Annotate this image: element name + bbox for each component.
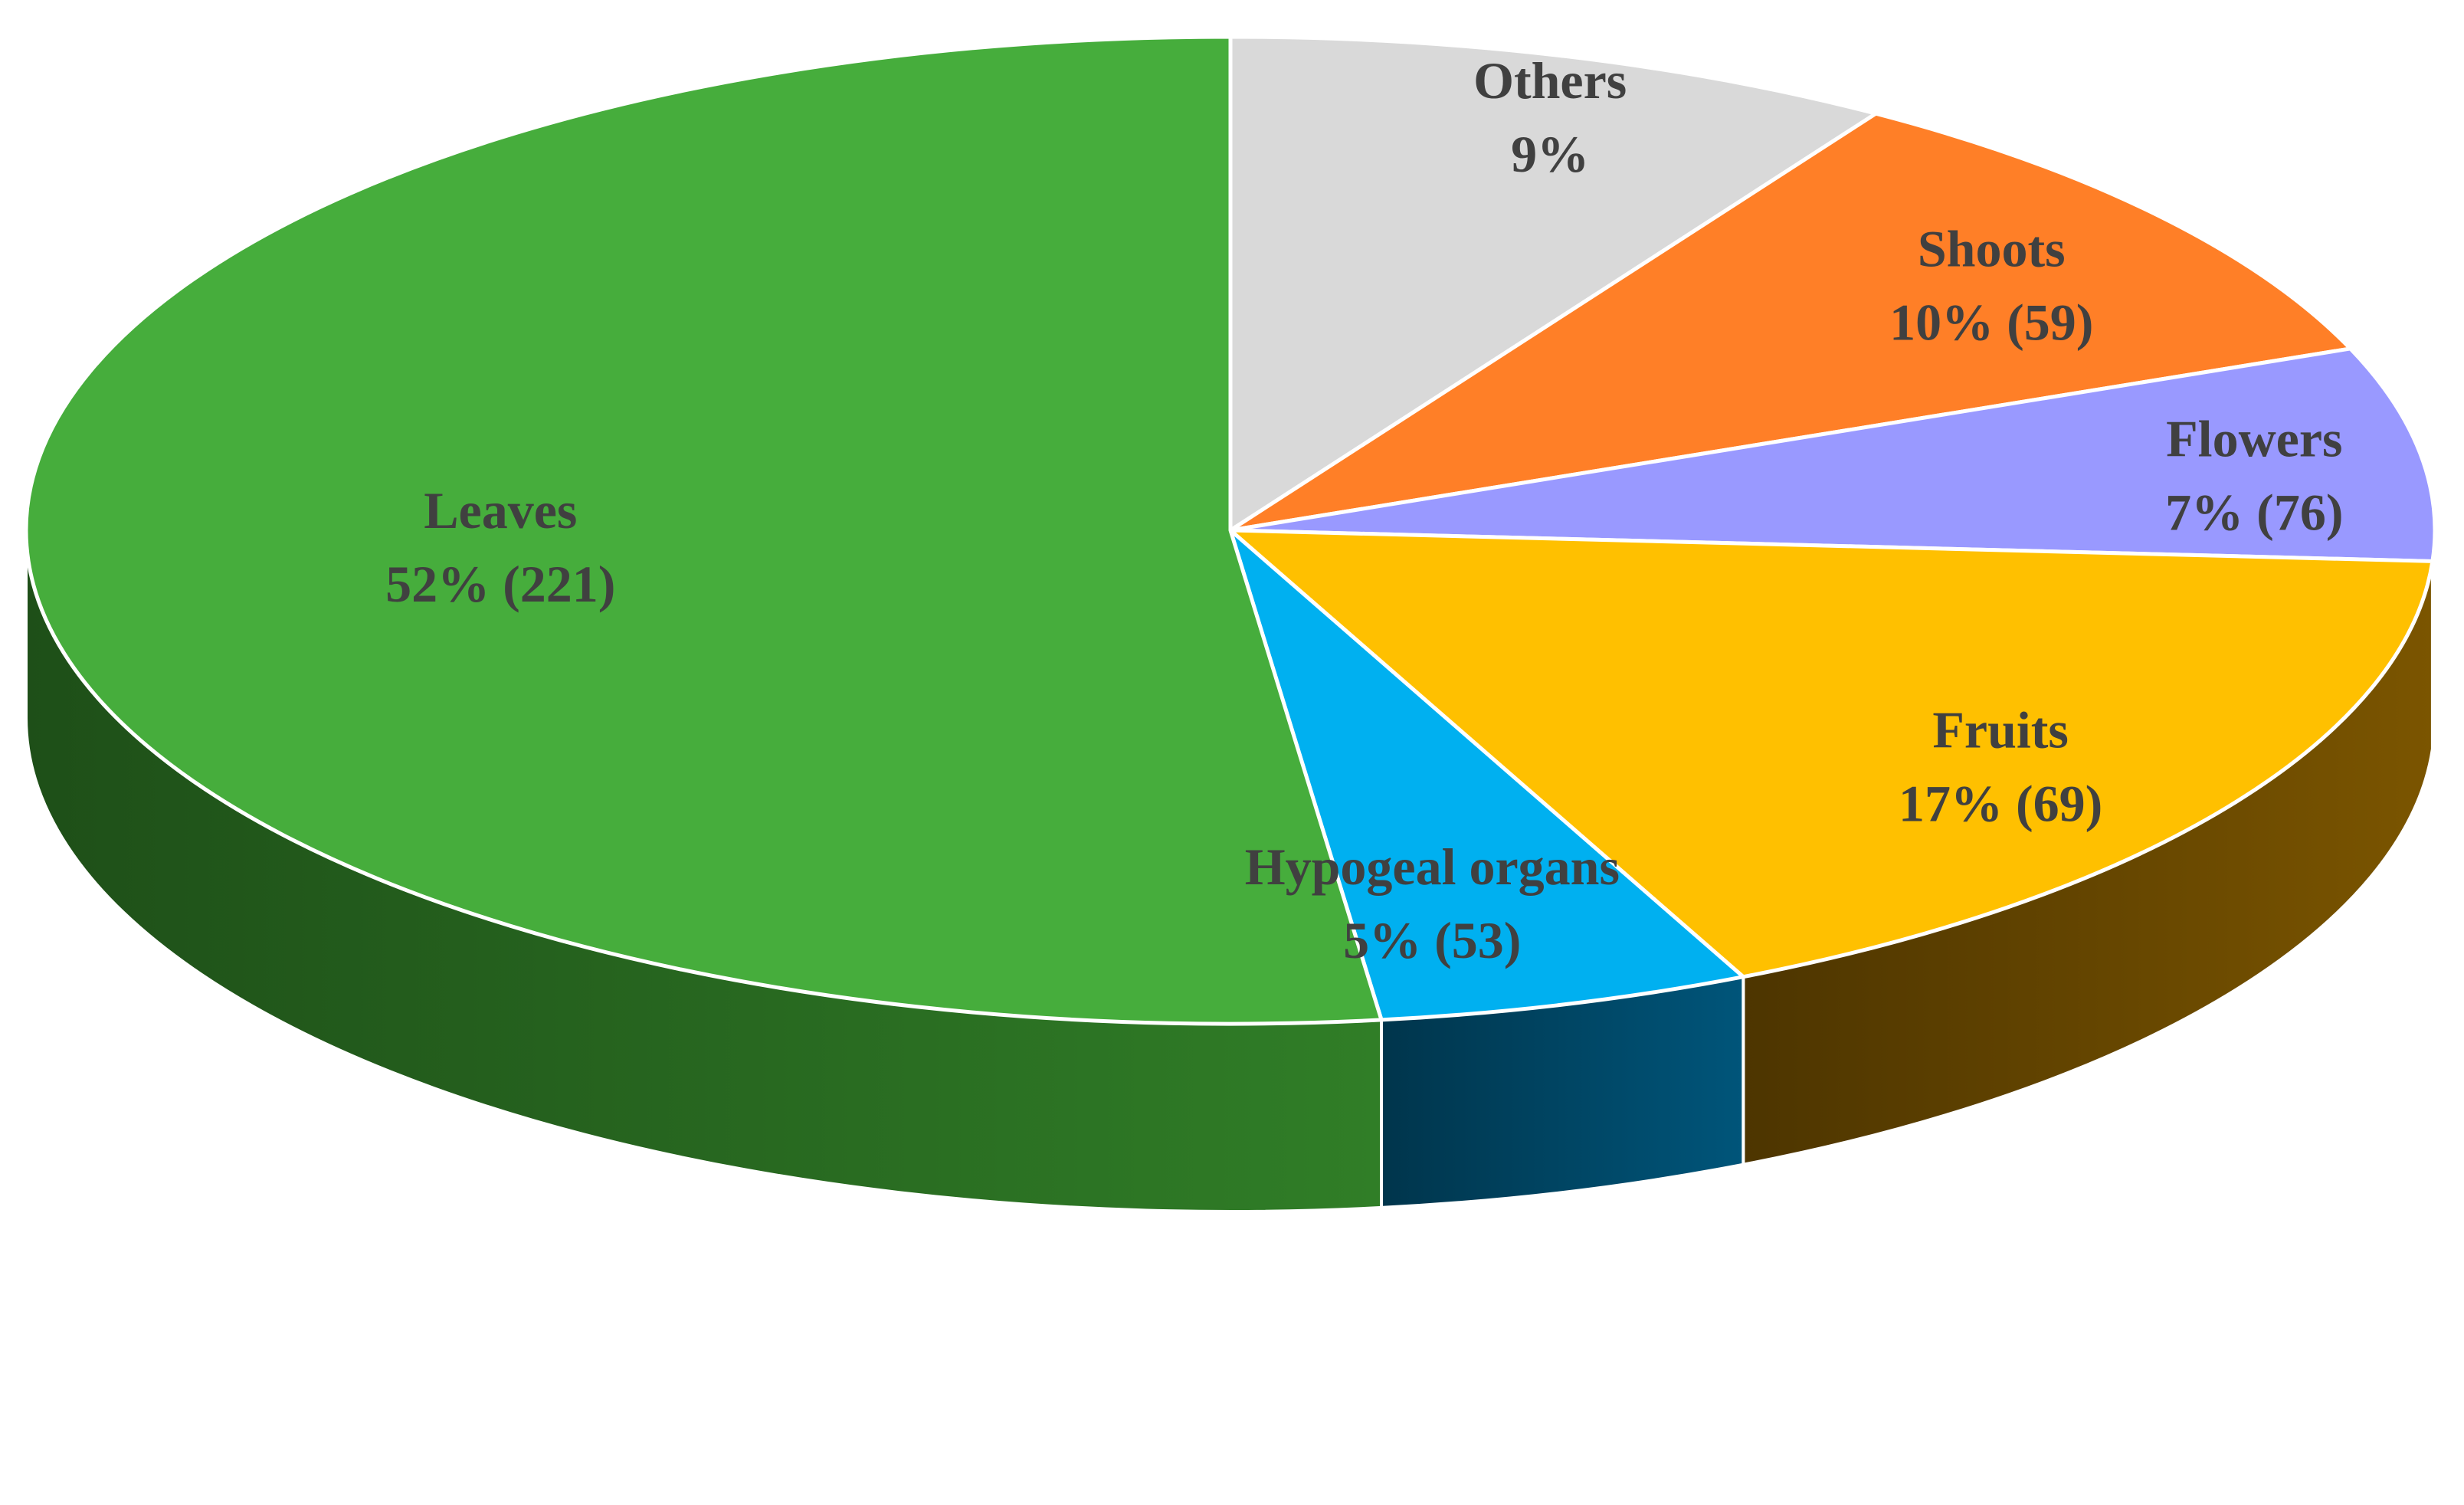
pie-slice-hypogeal-organs (1228, 528, 1745, 1022)
label-name-others: Others (1473, 51, 1627, 110)
label-value-hypogeal-organs: 5% (53) (1343, 911, 1521, 969)
label-value-others: 9% (1511, 125, 1589, 183)
label-name-fruits: Fruits (1932, 700, 2069, 759)
label-name-shoots: Shoots (1918, 219, 2066, 277)
pie-labels: Others 9% Shoots 10% (59) Flowers 7% (76) Frui… (385, 51, 2343, 969)
label-value-leaves: 52% (221) (385, 555, 615, 613)
pie-slice-fruits (1228, 528, 2435, 979)
data-label-leaves: Leaves 52% (221) (385, 481, 615, 613)
data-label-hypogeal-organs: Hypogeal organs 5% (53) (1245, 838, 1620, 969)
label-name-leaves: Leaves (424, 481, 577, 539)
label-value-shoots: 10% (59) (1889, 293, 2093, 351)
label-value-fruits: 17% (69) (1899, 774, 2102, 832)
data-label-shoots: Shoots 10% (59) (1889, 219, 2093, 351)
data-label-others: Others 9% (1473, 51, 1627, 183)
label-name-hypogeal-organs: Hypogeal organs (1245, 838, 1620, 896)
pie-slice-shoots (1228, 111, 2353, 533)
pie-tops (24, 34, 2437, 1026)
data-label-flowers: Flowers 7% (76) (2165, 409, 2343, 541)
pie-slice-leaves (24, 34, 1384, 1026)
label-name-flowers: Flowers (2166, 409, 2342, 467)
data-label-fruits: Fruits 17% (69) (1899, 700, 2102, 832)
pie-slice-others (1228, 34, 1878, 533)
label-value-flowers: 7% (76) (2165, 483, 2343, 541)
pie-slice-flowers (1228, 346, 2437, 563)
